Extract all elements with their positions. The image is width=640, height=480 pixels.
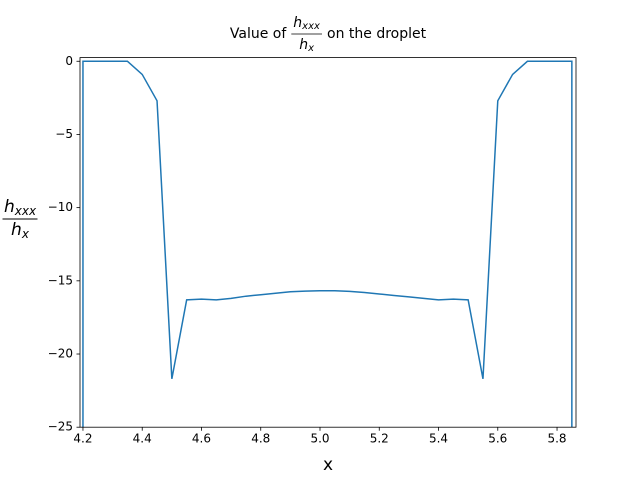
axes-frame (79, 57, 577, 428)
x-tick-label: 5.8 (547, 432, 566, 446)
title-suffix: on the droplet (327, 26, 427, 42)
data-line (82, 60, 573, 428)
x-tick-label: 5.2 (370, 432, 389, 446)
ylabel-numerator: hxxx (4, 197, 37, 218)
chart-title: Value of hxxx hx on the droplet (230, 15, 427, 54)
y-tick-label: 0 (65, 54, 73, 68)
x-tick-label: 4.6 (192, 432, 211, 446)
x-axis-label: x (323, 455, 333, 475)
x-tick-label: 5.0 (310, 432, 329, 446)
x-tick-label: 4.4 (133, 432, 152, 446)
y-tick-label: −25 (48, 420, 73, 434)
x-tick-label: 5.6 (488, 432, 507, 446)
y-tick-label: −5 (55, 127, 73, 141)
y-axis-label: hxxx hx (2, 197, 38, 241)
x-tick-label: 4.2 (73, 432, 92, 446)
ylabel-denominator: hx (11, 220, 30, 241)
y-tick-label: −20 (48, 347, 73, 361)
y-tick-label: −10 (48, 200, 73, 214)
title-denominator: hx (299, 37, 314, 54)
x-tick-label: 5.4 (429, 432, 448, 446)
title-numerator: hxxx (293, 15, 320, 32)
y-tick-label: −15 (48, 273, 73, 287)
x-tick-label: 4.8 (251, 432, 270, 446)
title-prefix: Value of (230, 26, 287, 42)
